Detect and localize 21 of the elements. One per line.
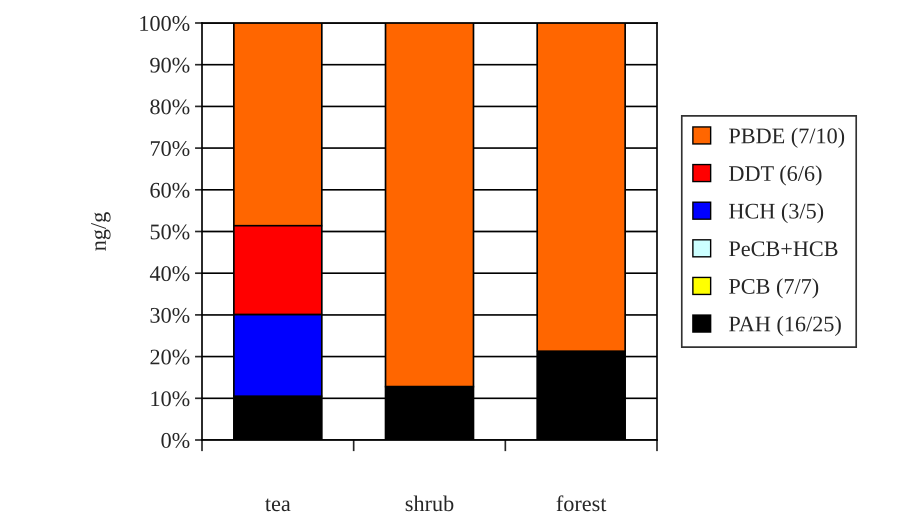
x-tick-label: tea: [265, 498, 290, 512]
y-tick-label: 70%: [150, 141, 190, 156]
legend-label: PCB (7/7): [729, 278, 818, 298]
y-tick-label: 100%: [140, 16, 190, 31]
x-tick-label: shrub: [406, 496, 454, 512]
y-tick-label: 20%: [150, 350, 190, 365]
x-tick-label: forest: [556, 495, 606, 512]
y-tick-label: 90%: [150, 58, 190, 73]
legend-label: HCH (3/5): [729, 203, 824, 224]
y-tick-label: 10%: [151, 391, 190, 406]
y-tick-label: 80%: [150, 99, 190, 114]
y-axis-title: ng/g: [91, 212, 111, 251]
y-tick-label: 0%: [161, 432, 190, 448]
y-tick-label: 30%: [150, 308, 190, 323]
y-tick-label: 40%: [150, 266, 190, 282]
y-tick-label: 60%: [150, 182, 190, 198]
y-tick-label: 50%: [150, 224, 190, 240]
legend-label: PBDE (7/10): [729, 128, 844, 148]
legend-label: DDT (6/6): [729, 165, 822, 186]
legend-label: PeCB+HCB: [729, 241, 838, 256]
legend-label: PAH (16/25): [729, 316, 841, 336]
